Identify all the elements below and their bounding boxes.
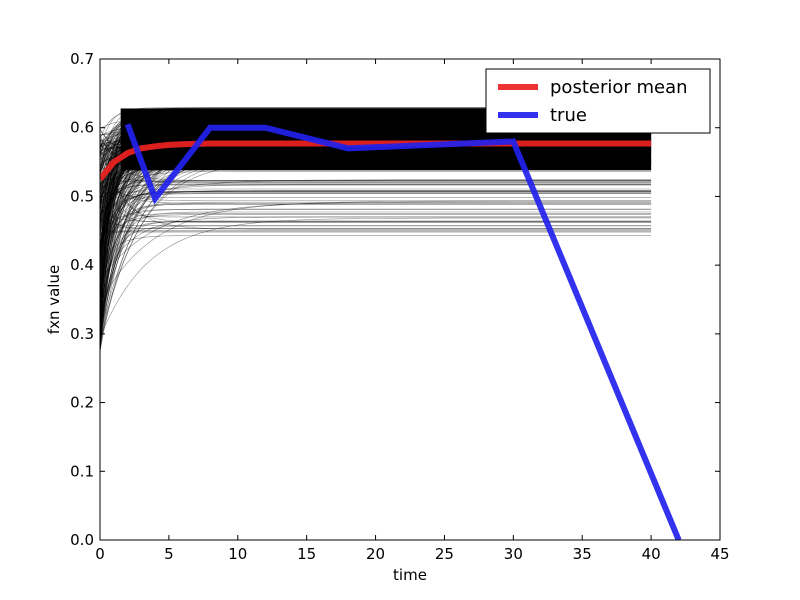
posterior-sample-line — [100, 188, 652, 247]
y-tick-label: 0.3 — [70, 325, 94, 343]
posterior-sample-line — [100, 211, 652, 348]
posterior-sample-line — [100, 151, 652, 330]
posterior-sample-line — [100, 225, 652, 312]
posterior-sample-line — [100, 163, 652, 326]
posterior-sample-line — [100, 193, 652, 305]
posterior-sample-line — [100, 200, 652, 304]
posterior-sample-line — [100, 165, 652, 183]
posterior-sample-line — [100, 179, 652, 213]
x-tick-label: 40 — [642, 545, 661, 563]
posterior-sample-line — [100, 213, 652, 348]
posterior-sample-line — [100, 235, 652, 261]
x-tick-label: 35 — [573, 545, 592, 563]
posterior-sample-line — [100, 209, 652, 289]
x-tick-label: 0 — [95, 545, 105, 563]
posterior-sample-line — [100, 221, 652, 314]
posterior-sample-line — [100, 217, 652, 339]
posterior-sample-line — [100, 191, 652, 195]
x-tick-label: 10 — [228, 545, 247, 563]
y-axis-ticks: 0.0 0.1 0.2 0.3 0.4 0.5 0.6 0.7 — [70, 50, 720, 549]
posterior-sample-line — [100, 142, 652, 354]
posterior-sample-line — [100, 180, 652, 263]
y-tick-label: 0.2 — [70, 394, 94, 412]
posterior-sample-line — [100, 148, 652, 330]
posterior-sample-line — [100, 220, 652, 336]
posterior-sample-line — [100, 136, 652, 223]
posterior-sample-line — [100, 180, 652, 275]
posterior-sample-line — [100, 226, 652, 233]
y-tick-label: 0.1 — [70, 462, 94, 480]
posterior-sample-line — [100, 148, 652, 218]
posterior-sample-line — [100, 183, 652, 349]
y-axis-label: fxn value — [45, 265, 63, 334]
posterior-sample-line — [100, 191, 652, 250]
posterior-sample-line — [100, 147, 652, 330]
posterior-sample-line — [100, 204, 652, 229]
posterior-sample-line — [100, 150, 652, 344]
series-lines — [100, 123, 682, 540]
posterior-sample-line — [100, 160, 652, 263]
posterior-sample-line — [100, 151, 652, 223]
series-line-true — [124, 123, 682, 540]
y-tick-label: 0.4 — [70, 256, 94, 274]
posterior-sample-line — [100, 160, 652, 337]
posterior-sample-line — [100, 150, 652, 339]
x-tick-label: 30 — [504, 545, 523, 563]
y-tick-label: 0.5 — [70, 187, 94, 205]
legend-box — [485, 68, 711, 134]
x-axis-ticks: 0 5 10 15 20 25 30 35 40 45 — [95, 59, 730, 563]
y-tick-label: 0.7 — [70, 50, 94, 68]
plot-frame — [99, 58, 721, 541]
x-tick-label: 25 — [435, 545, 454, 563]
x-axis-label: time — [393, 566, 427, 584]
posterior-sample-line — [100, 177, 652, 183]
posterior-sample-line — [100, 183, 652, 205]
posterior-sample-line — [100, 158, 652, 256]
x-tick-label: 45 — [710, 545, 729, 563]
y-tick-label: 0.0 — [70, 531, 94, 549]
posterior-sample-line — [100, 184, 652, 235]
posterior-sample-line — [100, 214, 652, 251]
posterior-sample-line — [100, 146, 652, 333]
posterior-sample-line — [100, 218, 652, 226]
posterior-sample-line — [100, 157, 652, 327]
posterior-sample-line — [100, 161, 652, 323]
posterior-sample-line — [100, 171, 652, 203]
legend: posterior mean true — [485, 68, 711, 134]
posterior-sample-line — [100, 154, 652, 345]
posterior-sample-line — [100, 176, 652, 202]
posterior-sample-line — [100, 146, 652, 198]
legend-label: posterior mean — [550, 77, 688, 98]
posterior-sample-line — [100, 145, 652, 230]
posterior-sample-line — [100, 193, 652, 352]
posterior-sample-line — [100, 190, 652, 203]
posterior-sample-line — [100, 209, 652, 223]
posterior-sample-line — [100, 216, 652, 287]
posterior-sample-line — [100, 150, 652, 334]
posterior-sample-line — [100, 201, 652, 281]
posterior-sample-line — [100, 190, 652, 303]
x-tick-label: 5 — [164, 545, 174, 563]
posterior-sample-line — [100, 230, 652, 233]
posterior-sample-line — [100, 203, 652, 349]
y-tick-label: 0.6 — [70, 119, 94, 137]
x-tick-label: 20 — [366, 545, 385, 563]
posterior-sample-line — [100, 190, 652, 275]
posterior-sample-line — [100, 180, 652, 192]
posterior-sample-line — [100, 208, 652, 231]
legend-label: true — [550, 105, 587, 126]
posterior-sample-line — [100, 203, 652, 348]
posterior-sample-line — [100, 183, 652, 231]
posterior-sample-line — [100, 231, 652, 237]
posterior-sample-line — [100, 184, 652, 237]
posterior-sample-line — [100, 219, 652, 229]
posterior-sample-line — [100, 192, 652, 340]
x-tick-label: 15 — [297, 545, 316, 563]
posterior-sample-line — [100, 202, 652, 267]
